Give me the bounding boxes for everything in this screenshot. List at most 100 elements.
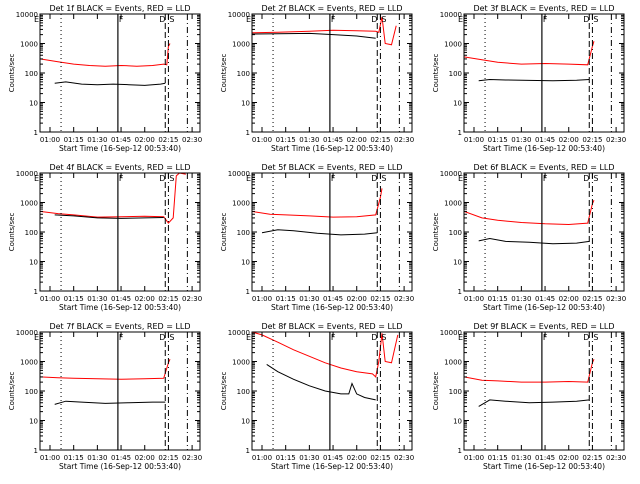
- x-tick-label: 02:15: [370, 136, 390, 144]
- x-tick-label: 02:15: [582, 295, 602, 303]
- x-tick-label: 02:15: [370, 295, 390, 303]
- marker-label-d: D: [583, 15, 589, 24]
- x-tick-label: 01:45: [111, 136, 131, 144]
- x-tick-label: 01:30: [87, 454, 107, 462]
- y-tick-label: 10000: [228, 329, 250, 337]
- marker-label-e: E: [246, 174, 251, 183]
- x-tick-label: 01:30: [87, 295, 107, 303]
- x-tick-label: 01:00: [40, 454, 60, 462]
- plot-frame: [251, 13, 413, 133]
- x-tick-label: 01:30: [511, 136, 531, 144]
- events-series-line: [54, 81, 166, 86]
- y-axis-title: Counts/sec: [432, 213, 440, 252]
- plot-title: Det 6f BLACK = Events, RED = LLD: [473, 163, 614, 172]
- x-tick-label: 01:30: [511, 454, 531, 462]
- x-tick-label: 01:00: [464, 295, 484, 303]
- x-tick-label: 01:30: [299, 136, 319, 144]
- y-tick-label: 100: [237, 229, 250, 237]
- x-tick-label: 01:15: [488, 136, 508, 144]
- plot-title: Det 9f BLACK = Events, RED = LLD: [473, 322, 614, 331]
- y-tick-label: 1: [458, 288, 462, 296]
- x-tick-label: 01:15: [64, 295, 84, 303]
- marker-label-d: D: [583, 333, 589, 342]
- x-tick-label: 02:30: [182, 136, 202, 144]
- marker-label-d: D: [371, 15, 377, 24]
- x-tick-label: 02:15: [370, 454, 390, 462]
- plot-frame: [39, 331, 201, 451]
- series-group: [40, 173, 186, 224]
- y-tick-label: 100: [449, 388, 462, 396]
- y-tick-label: 10: [241, 100, 250, 108]
- plot-title: Det 4f BLACK = Events, RED = LLD: [49, 163, 190, 172]
- y-tick-label: 1: [34, 447, 38, 455]
- lld-series-line: [40, 358, 171, 380]
- x-tick-label: 01:45: [323, 454, 343, 462]
- x-tick-label: 01:00: [464, 454, 484, 462]
- y-tick-label: 10: [453, 259, 462, 267]
- y-tick-label: 10000: [440, 329, 462, 337]
- y-tick-label: 1: [34, 129, 38, 137]
- events-series-line: [478, 399, 590, 407]
- x-tick-label: 02:00: [347, 136, 367, 144]
- y-axis-title: Counts/sec: [432, 54, 440, 93]
- x-axis-title: Start Time (16-Sep-12 00:53:40): [483, 462, 605, 471]
- events-series-line: [478, 237, 590, 245]
- y-tick-label: 100: [25, 70, 38, 78]
- y-tick-label: 1000: [232, 359, 250, 367]
- detector-plot-8: Det 8f BLACK = Events, RED = LLD E F D S 1 10 1…: [220, 322, 414, 471]
- series-group: [464, 41, 595, 82]
- y-tick-label: 10000: [440, 170, 462, 178]
- x-tick-label: 02:30: [606, 454, 626, 462]
- x-tick-label: 02:15: [582, 136, 602, 144]
- y-tick-label: 1000: [232, 41, 250, 49]
- x-tick-label: 02:00: [135, 295, 155, 303]
- y-tick-label: 10: [241, 418, 250, 426]
- lld-series-line: [464, 199, 595, 226]
- y-tick-label: 10000: [440, 11, 462, 19]
- x-tick-label: 02:30: [182, 454, 202, 462]
- x-tick-label: 01:45: [535, 295, 555, 303]
- plot-frame: [463, 172, 625, 292]
- x-tick-label: 01:15: [488, 454, 508, 462]
- y-tick-label: 10000: [228, 11, 250, 19]
- x-tick-label: 01:45: [535, 454, 555, 462]
- marker-label-e: E: [246, 15, 251, 24]
- y-tick-label: 1000: [232, 200, 250, 208]
- x-tick-label: 01:00: [40, 136, 60, 144]
- x-tick-label: 02:30: [394, 295, 414, 303]
- x-axis-title: Start Time (16-Sep-12 00:53:40): [483, 144, 605, 153]
- detector-plot-6: Det 6f BLACK = Events, RED = LLD E F D S 1 10 1…: [432, 163, 626, 312]
- marker-label-s: S: [593, 174, 598, 183]
- plot-frame: [463, 331, 625, 451]
- plot-title: Det 1f BLACK = Events, RED = LLD: [49, 4, 190, 13]
- marker-label-s: S: [593, 333, 598, 342]
- marker-label-f: F: [331, 15, 336, 24]
- plot-title: Det 3f BLACK = Events, RED = LLD: [473, 4, 614, 13]
- detector-plot-7: Det 7f BLACK = Events, RED = LLD E F D S 1 10 1…: [8, 322, 202, 471]
- marker-label-f: F: [119, 15, 124, 24]
- y-tick-label: 100: [449, 229, 462, 237]
- x-tick-label: 01:00: [252, 454, 272, 462]
- x-tick-label: 02:00: [559, 295, 579, 303]
- plot-title: Det 5f BLACK = Events, RED = LLD: [261, 163, 402, 172]
- marker-label-f: F: [119, 174, 124, 183]
- x-tick-label: 01:30: [511, 295, 531, 303]
- detector-plot-9: Det 9f BLACK = Events, RED = LLD E F D S 1 10 1…: [432, 322, 626, 471]
- marker-label-e: E: [458, 333, 463, 342]
- y-tick-label: 10: [453, 100, 462, 108]
- x-tick-label: 01:00: [252, 136, 272, 144]
- x-tick-label: 01:45: [111, 295, 131, 303]
- lld-series-line: [464, 41, 595, 66]
- x-tick-label: 01:00: [252, 295, 272, 303]
- marker-label-e: E: [34, 15, 39, 24]
- y-axis-title: Counts/sec: [220, 213, 228, 252]
- y-tick-label: 10: [453, 418, 462, 426]
- y-tick-label: 100: [25, 388, 38, 396]
- detector-plot-5: Det 5f BLACK = Events, RED = LLD E F D S 1 10 1…: [220, 163, 414, 312]
- y-tick-label: 1000: [444, 200, 462, 208]
- plot-frame: [251, 172, 413, 292]
- x-tick-label: 01:15: [64, 454, 84, 462]
- y-tick-label: 10000: [228, 170, 250, 178]
- marker-label-d: D: [583, 174, 589, 183]
